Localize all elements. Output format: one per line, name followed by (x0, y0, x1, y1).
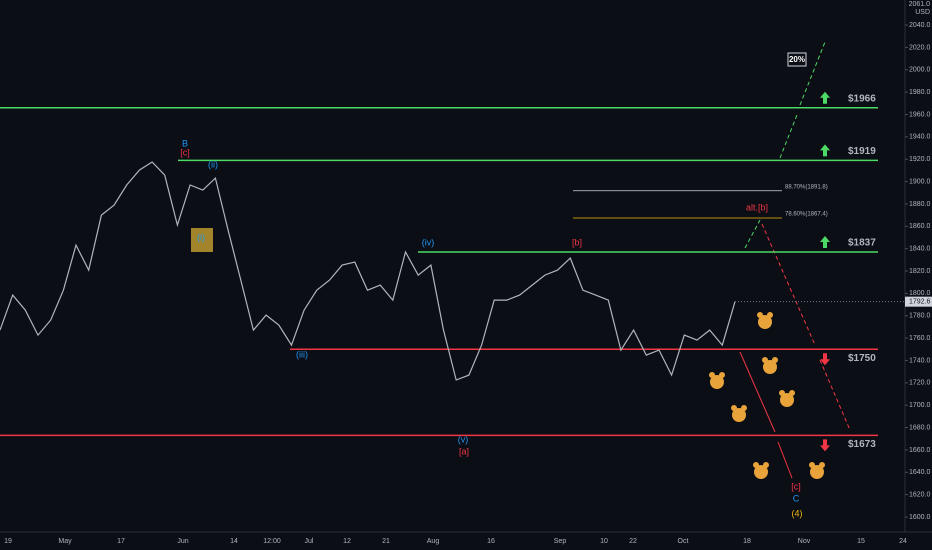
green-path (779, 114, 798, 159)
level-label: $1966 (848, 93, 876, 104)
wave-label: 20% (789, 55, 805, 64)
bear (757, 312, 773, 329)
y-tick-label: 1920.0 (909, 156, 931, 163)
x-tick-label: 21 (382, 538, 390, 545)
bear (709, 372, 725, 389)
y-tick-label: 1700.0 (909, 402, 931, 409)
wave-label: (4) (792, 508, 803, 518)
fib-label: 78.60%(1867.4) (785, 212, 828, 218)
level-label: $1837 (848, 238, 876, 249)
bear (753, 462, 769, 479)
red-path (739, 351, 776, 433)
bear (762, 357, 778, 374)
level-arrow (820, 439, 830, 452)
y-tick-label: 2000.0 (909, 67, 931, 74)
x-tick-label: Jul (305, 538, 314, 545)
y-tick-label: 1620.0 (909, 491, 931, 498)
y-tick-label: 1900.0 (909, 178, 931, 185)
wave-label: (iv) (422, 237, 435, 247)
x-tick-label: Sep (554, 538, 567, 545)
y-tick-label: 2020.0 (909, 44, 931, 51)
bear (779, 390, 795, 407)
x-tick-label: 18 (743, 538, 751, 545)
wave-label: [c] (791, 481, 801, 491)
x-tick-label: Jun (177, 538, 188, 545)
x-tick-label: 16 (487, 538, 495, 545)
y-tick-label: 1760.0 (909, 335, 931, 342)
level-arrow (820, 236, 830, 249)
x-tick-label: 22 (629, 538, 637, 545)
currency-label: USD (915, 9, 930, 16)
highlight-box (191, 228, 213, 252)
wave-label: (iii) (296, 349, 308, 359)
x-tick-label: Oct (678, 538, 689, 545)
level-label: $1750 (848, 353, 876, 364)
y-tick-label: 1940.0 (909, 134, 931, 141)
x-tick-label: Aug (427, 538, 440, 545)
y-tick-label: 1820.0 (909, 268, 931, 275)
y-tick-label: 1960.0 (909, 111, 931, 118)
x-tick-label: 12:00 (263, 538, 281, 545)
bear (809, 462, 825, 479)
x-tick-label: 15 (857, 538, 865, 545)
level-label: $1919 (848, 146, 876, 157)
projections (739, 41, 851, 479)
last-price-box (905, 296, 932, 307)
y-tick-label: 1880.0 (909, 201, 931, 208)
y-tick-label: 1980.0 (909, 89, 931, 96)
bear-icons (709, 312, 825, 479)
y-tick-label: 1800.0 (909, 290, 931, 297)
x-tick-label: 17 (117, 538, 125, 545)
x-tick-label: 24 (899, 538, 907, 545)
green-path (744, 219, 761, 249)
label-box (787, 52, 807, 67)
y-tick-label: 1780.0 (909, 313, 931, 320)
y-tick-label: 1660.0 (909, 447, 931, 454)
wave-label: C (793, 493, 800, 503)
wave-label: [a] (459, 446, 469, 456)
level-arrow (820, 353, 830, 366)
x-tick-label: 10 (600, 538, 608, 545)
red-path (761, 223, 816, 346)
y-tick-label: 1740.0 (909, 357, 931, 364)
wave-label: alt.[b] (746, 202, 768, 212)
x-tick-label: May (58, 538, 72, 545)
wave-label: (ii) (208, 159, 218, 169)
x-tick-label: 12 (343, 538, 351, 545)
y-tick-label: 1840.0 (909, 246, 931, 253)
y-tick-label: 1720.0 (909, 380, 931, 387)
last-price-label: 1792.6 (909, 299, 931, 306)
fib-label: 88.70%(1891.8) (785, 184, 828, 190)
wave-label: [b] (572, 237, 582, 247)
y-tick-label: 1680.0 (909, 424, 931, 431)
level-arrow (820, 91, 830, 104)
y-tick-label: 1640.0 (909, 469, 931, 476)
green-path (799, 41, 826, 106)
axis-top-label: 2061.0 (909, 1, 931, 8)
level-arrow (820, 144, 830, 157)
y-tick-label: 1600.0 (909, 514, 931, 521)
x-tick-label: 14 (230, 538, 238, 545)
wave-label: (i) (197, 232, 205, 242)
wave-label: B (182, 138, 188, 148)
wave-label: [c] (180, 147, 190, 157)
level-label: $1673 (848, 439, 876, 450)
red-path (777, 441, 793, 479)
red-path (819, 359, 851, 431)
bear (731, 405, 747, 422)
y-tick-label: 2040.0 (909, 22, 931, 29)
wave-label: (v) (458, 434, 469, 444)
y-tick-label: 1860.0 (909, 223, 931, 230)
x-tick-label: 19 (4, 538, 12, 545)
price-line (0, 161, 736, 381)
x-tick-label: Nov (798, 538, 811, 545)
